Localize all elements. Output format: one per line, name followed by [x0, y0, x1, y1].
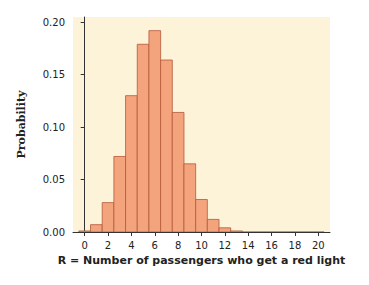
svg-text:R = Number of passengers who g: R = Number of passengers who get a red l…	[58, 254, 346, 267]
svg-text:8: 8	[175, 240, 181, 251]
svg-text:20: 20	[312, 240, 325, 251]
svg-text:18: 18	[289, 240, 302, 251]
svg-text:0.15: 0.15	[43, 69, 65, 80]
svg-text:10: 10	[195, 240, 208, 251]
svg-text:14: 14	[242, 240, 255, 251]
svg-text:4: 4	[128, 240, 134, 251]
svg-text:6: 6	[152, 240, 158, 251]
svg-text:0.20: 0.20	[43, 17, 65, 28]
svg-text:0.00: 0.00	[43, 227, 65, 238]
svg-text:16: 16	[265, 240, 278, 251]
svg-text:Probability: Probability	[15, 90, 28, 159]
svg-text:0.05: 0.05	[43, 174, 65, 185]
svg-text:0: 0	[81, 240, 87, 251]
svg-text:2: 2	[105, 240, 111, 251]
svg-text:0.10: 0.10	[43, 122, 65, 133]
svg-text:12: 12	[218, 240, 231, 251]
